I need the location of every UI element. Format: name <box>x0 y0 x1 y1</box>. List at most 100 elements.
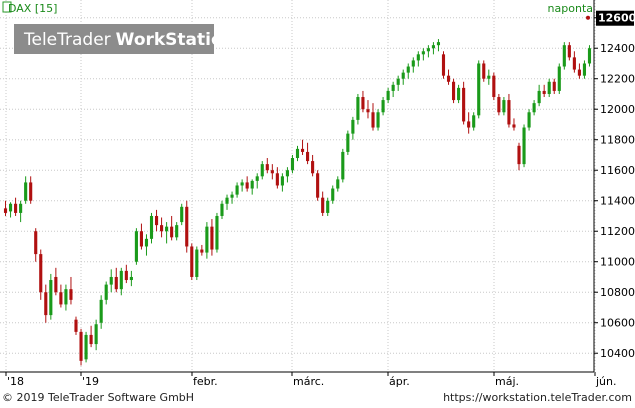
footer-url[interactable]: https://workstation.teleTrader.com <box>443 391 632 404</box>
candle-body <box>406 66 410 73</box>
candle-body <box>260 164 264 177</box>
candle-body <box>401 72 405 79</box>
candle-body <box>285 170 289 177</box>
candle <box>361 90 365 113</box>
candle <box>421 48 425 61</box>
candle <box>160 217 164 238</box>
candle <box>587 45 592 67</box>
candle <box>195 246 199 281</box>
candle-body <box>39 254 43 293</box>
candle-body <box>346 133 350 152</box>
candle-body <box>562 45 566 67</box>
candle-body <box>84 334 88 360</box>
candle <box>215 212 219 253</box>
candle <box>190 243 194 281</box>
candle-body <box>190 246 194 277</box>
candle-body <box>3 208 8 213</box>
candle <box>547 78 551 98</box>
candle-body <box>250 180 254 189</box>
candle-body <box>255 176 259 181</box>
candle-body <box>426 48 430 52</box>
candle-body <box>557 66 561 91</box>
candle <box>14 197 18 216</box>
instrument-marker-icon <box>2 1 12 13</box>
candle-body <box>240 182 244 186</box>
y-tick-label: 12400 <box>600 42 635 55</box>
candle-body <box>210 226 214 250</box>
candle <box>180 203 184 226</box>
candle-body <box>341 151 345 180</box>
candle-body <box>49 280 53 316</box>
candle <box>200 244 204 256</box>
y-tick-label: 12200 <box>600 73 635 86</box>
candle <box>245 176 249 192</box>
candle <box>185 200 189 253</box>
candle <box>275 167 279 189</box>
candle <box>24 176 28 204</box>
candle <box>411 57 415 73</box>
candle <box>457 84 461 104</box>
candle-body <box>507 100 511 125</box>
candle <box>34 228 38 262</box>
candle <box>507 93 511 128</box>
candle <box>381 97 385 116</box>
candle-body <box>316 173 320 198</box>
candle <box>300 139 305 155</box>
last-price-marker: 12600 <box>586 10 635 26</box>
candle-body <box>154 215 159 226</box>
candle <box>512 118 516 131</box>
candle <box>472 112 476 131</box>
candle <box>441 51 446 79</box>
candle-body <box>19 203 23 213</box>
candle <box>64 284 68 311</box>
candle-body <box>577 69 581 76</box>
watermark-brand: TeleTrader <box>23 30 111 50</box>
candle <box>426 45 430 58</box>
candle-body <box>180 206 184 223</box>
candle <box>165 222 169 244</box>
candle-body <box>175 225 179 238</box>
candle-body <box>376 112 380 128</box>
candle-body <box>44 292 48 316</box>
candle-body <box>300 148 305 152</box>
candle <box>431 42 435 55</box>
candle-body <box>311 161 315 174</box>
candle-body <box>280 176 284 186</box>
x-tick-label: márc. <box>293 375 324 388</box>
last-price-label: 12600 <box>598 12 635 25</box>
candle <box>59 284 63 308</box>
x-tick-label: '19 <box>82 375 99 388</box>
candle <box>44 284 48 323</box>
candle <box>265 158 269 174</box>
candle <box>79 328 83 366</box>
candle <box>230 191 234 204</box>
candle <box>462 81 466 125</box>
candle-body <box>436 42 441 46</box>
candle-body <box>306 151 310 162</box>
candle <box>124 264 128 284</box>
candle <box>94 319 98 351</box>
candle-body <box>487 75 491 79</box>
candle-body <box>94 324 98 345</box>
x-tick-label: febr. <box>193 375 218 388</box>
last-price-box <box>596 10 634 26</box>
y-tick-label: 11800 <box>600 134 635 147</box>
candle-body <box>139 231 144 247</box>
candle-body <box>512 124 516 128</box>
candle <box>54 267 58 296</box>
candle <box>446 69 451 85</box>
candle-body <box>114 276 118 290</box>
candle-body <box>220 203 224 216</box>
candle <box>371 103 375 131</box>
candle-body <box>144 238 149 247</box>
candle <box>306 142 310 165</box>
candle <box>316 170 320 201</box>
candle <box>582 60 587 79</box>
candle-body <box>215 215 219 250</box>
candle <box>8 202 13 218</box>
x-tick-label: máj. <box>495 375 519 388</box>
candle-body <box>532 103 536 113</box>
candle <box>144 234 149 256</box>
